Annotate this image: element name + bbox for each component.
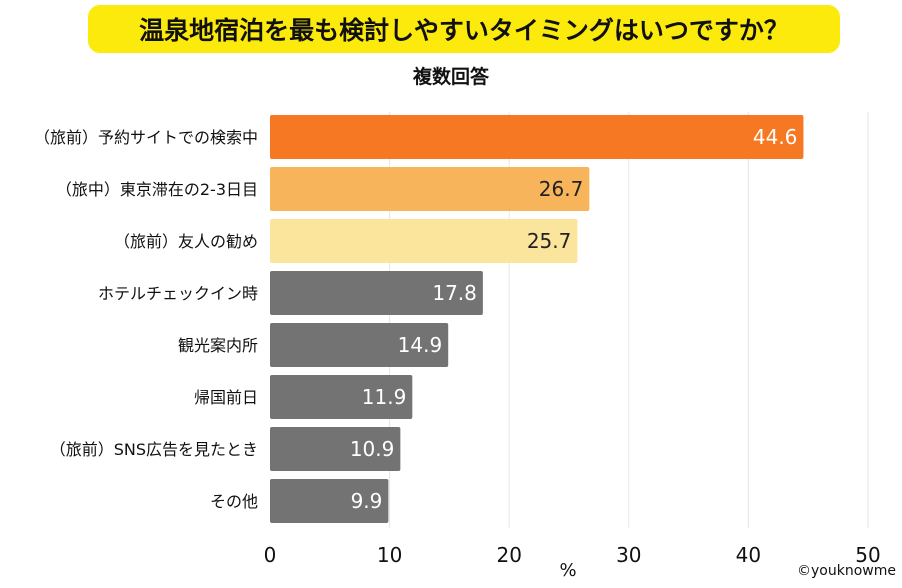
chart-title: 温泉地宿泊を最も検討しやすいタイミングはいつですか？ <box>88 5 840 53</box>
data-label: 11.9 <box>362 385 407 409</box>
category-label: （旅前）予約サイトでの検索中 <box>34 128 258 147</box>
x-tick-label: 20 <box>496 543 521 567</box>
category-label: 帰国前日 <box>194 388 258 407</box>
bar <box>270 375 413 419</box>
category-label: 観光案内所 <box>178 336 258 355</box>
bar <box>270 271 483 315</box>
data-label: 14.9 <box>398 333 443 357</box>
data-label: 44.6 <box>753 125 798 149</box>
category-label: ホテルチェックイン時 <box>98 284 258 303</box>
data-label: 25.7 <box>527 229 572 253</box>
category-label: （旅中）東京滞在の2-3日目 <box>56 180 258 199</box>
x-tick-label: 40 <box>736 543 761 567</box>
bar <box>270 219 578 263</box>
chart-subtitle: 複数回答 <box>412 66 489 88</box>
copyright-credit: ©youknowme <box>797 563 896 579</box>
x-tick-label: 0 <box>264 543 277 567</box>
x-axis-label: % <box>559 560 576 581</box>
bar <box>270 167 590 211</box>
x-tick-label: 50 <box>855 543 880 567</box>
category-label: （旅前）友人の勧め <box>114 232 258 251</box>
category-label: その他 <box>210 492 258 511</box>
bar <box>270 427 401 471</box>
bar <box>270 479 389 523</box>
bar <box>270 115 804 159</box>
data-label: 9.9 <box>351 489 383 513</box>
x-tick-label: 30 <box>616 543 641 567</box>
data-label: 10.9 <box>350 437 395 461</box>
x-tick-label: 10 <box>377 543 402 567</box>
data-label: 26.7 <box>539 177 584 201</box>
category-label: （旅前）SNS広告を見たとき <box>50 440 258 459</box>
bar <box>270 323 449 367</box>
data-label: 17.8 <box>432 281 477 305</box>
